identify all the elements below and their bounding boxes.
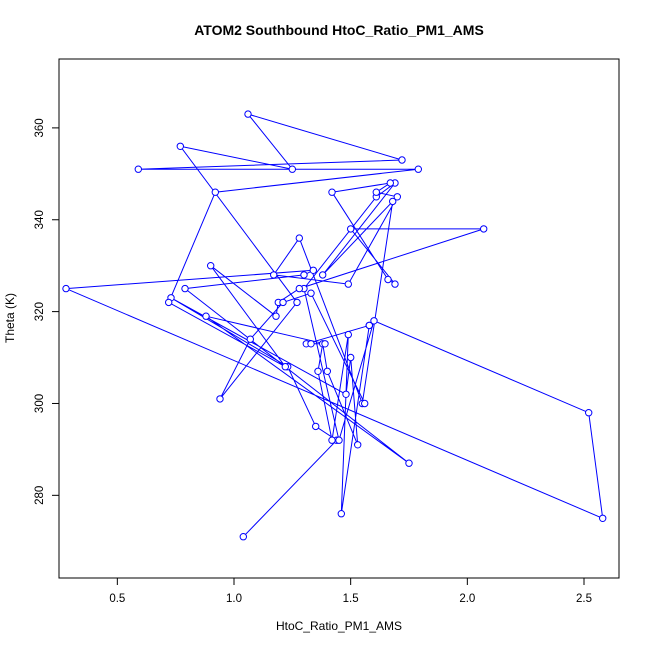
- data-point: [323, 367, 331, 375]
- x-tick-label: 0.5: [109, 593, 125, 605]
- data-point: [372, 188, 380, 196]
- data-point: [314, 367, 322, 375]
- series-layer: [62, 110, 607, 541]
- data-point: [176, 142, 185, 151]
- data-point: [295, 234, 303, 242]
- data-point: [288, 165, 296, 173]
- data-point: [393, 193, 401, 201]
- data-point: [361, 399, 369, 408]
- data-point: [300, 271, 308, 279]
- data-point: [211, 188, 220, 196]
- data-point: [244, 110, 252, 118]
- data-point: [279, 298, 287, 307]
- data-point: [307, 340, 315, 348]
- data-point: [370, 317, 378, 325]
- data-point: [207, 262, 215, 270]
- data-point: [272, 312, 280, 320]
- data-point: [62, 284, 70, 293]
- x-tick-label: 2.0: [459, 593, 475, 605]
- x-tick-label: 1.0: [226, 593, 242, 605]
- data-point: [384, 275, 392, 284]
- series-line: [65, 113, 604, 538]
- data-point: [342, 390, 350, 398]
- y-tick-label: 300: [34, 394, 46, 413]
- chart-title: ATOM2 Southbound HtoC_Ratio_PM1_AMS: [194, 22, 484, 38]
- x-axis-label: HtoC_Ratio_PM1_AMS: [276, 619, 402, 633]
- y-tick-label: 280: [34, 486, 46, 505]
- data-point: [386, 179, 394, 187]
- y-axis: 280 300 320 340 360: [34, 118, 60, 505]
- data-point: [312, 422, 320, 431]
- data-point: [270, 271, 278, 279]
- data-point: [134, 165, 143, 173]
- x-tick-label: 2.5: [576, 593, 592, 605]
- y-tick-label: 360: [34, 118, 46, 137]
- data-point: [307, 289, 315, 297]
- data-point: [202, 312, 210, 320]
- data-point: [181, 284, 189, 293]
- data-point: [335, 436, 343, 444]
- data-point: [365, 321, 373, 330]
- data-point: [337, 510, 345, 518]
- y-tick-label: 320: [34, 302, 46, 321]
- data-point: [216, 395, 224, 403]
- data-point: [239, 533, 248, 541]
- data-point: [309, 266, 317, 274]
- x-tick-label: 1.5: [343, 593, 359, 605]
- data-point: [281, 363, 289, 371]
- data-point: [293, 298, 301, 307]
- data-point: [344, 280, 352, 288]
- data-point: [389, 197, 397, 206]
- data-point: [328, 188, 336, 196]
- data-point: [599, 514, 607, 522]
- data-point: [347, 353, 355, 362]
- plot-area-box: [58, 58, 620, 579]
- data-point: [480, 225, 488, 233]
- data-point: [328, 436, 336, 444]
- y-axis-label: Theta (K): [3, 293, 17, 343]
- data-point: [319, 271, 327, 279]
- data-point: [405, 459, 413, 467]
- x-axis: 0.5 1.0 1.5 2.0 2.5: [109, 577, 592, 605]
- data-point: [344, 330, 352, 339]
- y-tick-label: 340: [34, 210, 46, 229]
- data-point: [347, 225, 355, 233]
- data-point: [585, 409, 593, 417]
- data-point: [391, 280, 399, 288]
- data-point: [398, 156, 406, 164]
- data-point: [246, 335, 255, 343]
- data-point: [165, 298, 173, 307]
- data-point: [295, 284, 303, 293]
- data-point: [354, 441, 362, 449]
- data-point: [414, 165, 422, 173]
- data-point: [321, 340, 329, 348]
